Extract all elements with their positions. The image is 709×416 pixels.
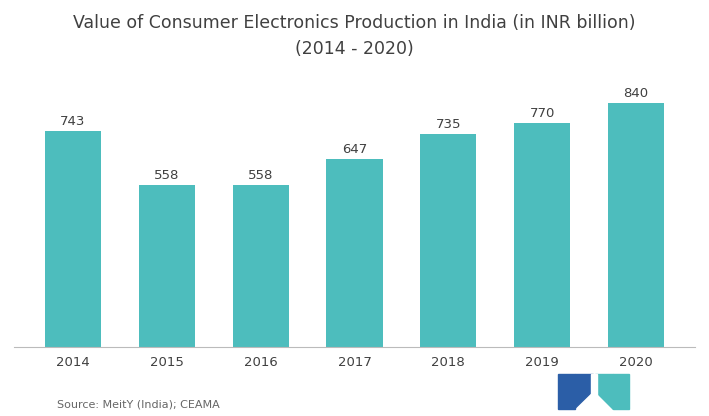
Polygon shape	[591, 374, 597, 409]
Text: 840: 840	[623, 87, 649, 100]
Text: 558: 558	[248, 169, 274, 182]
Bar	[233, 185, 289, 347]
Bar	[514, 124, 570, 347]
Text: 647: 647	[342, 143, 367, 156]
Text: Source: MeitY (India); CEAMA: Source: MeitY (India); CEAMA	[57, 400, 220, 410]
Bar	[139, 185, 195, 347]
Polygon shape	[595, 391, 613, 409]
Bar	[608, 103, 664, 347]
Bar	[420, 134, 476, 347]
Bar	[45, 131, 101, 347]
Polygon shape	[613, 374, 630, 409]
Polygon shape	[575, 374, 593, 391]
Text: 743: 743	[60, 115, 86, 128]
Polygon shape	[558, 374, 575, 409]
Polygon shape	[575, 391, 593, 409]
Bar	[326, 159, 383, 347]
Polygon shape	[595, 374, 613, 391]
Text: 770: 770	[530, 107, 555, 121]
Text: 735: 735	[435, 118, 461, 131]
Text: 558: 558	[154, 169, 179, 182]
Title: Value of Consumer Electronics Production in India (in INR billion)
(2014 - 2020): Value of Consumer Electronics Production…	[73, 14, 636, 58]
